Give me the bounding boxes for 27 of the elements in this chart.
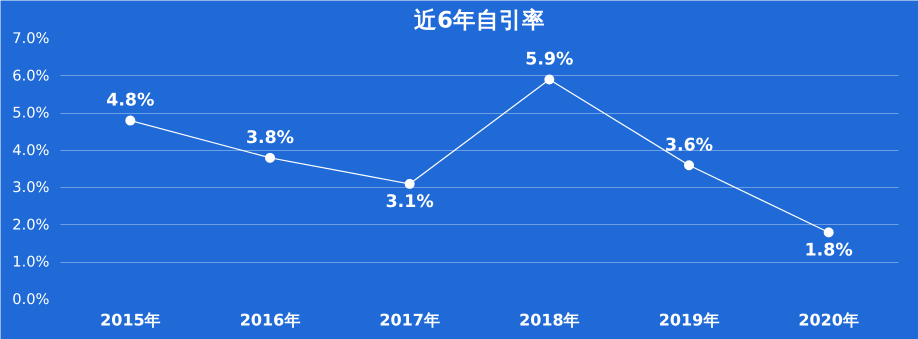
data-label: 3.8% <box>246 128 294 148</box>
point <box>544 74 554 85</box>
y-tick-label: 6.0% <box>12 67 50 84</box>
data-label: 1.8% <box>804 240 853 260</box>
y-tick-label: 2.0% <box>12 216 50 234</box>
point <box>125 116 136 126</box>
data-label: 5.9% <box>525 50 574 70</box>
x-tick-label: 2017年 <box>379 310 440 330</box>
y-tick-label: 4.0% <box>12 142 50 159</box>
x-tick-label: 2018年 <box>519 310 580 330</box>
x-tick-label: 2015年 <box>100 310 161 330</box>
data-label: 4.8% <box>106 90 154 111</box>
data-label: 3.1% <box>386 192 434 212</box>
x-tick-label: 2020年 <box>798 310 859 330</box>
y-tick-label: 1.0% <box>12 254 50 271</box>
x-tick-label: 2019年 <box>658 310 720 330</box>
point <box>404 178 415 189</box>
point <box>265 152 275 163</box>
y-tick-label: 0.0% <box>12 291 50 308</box>
y-tick-label: 7.0% <box>12 30 50 47</box>
y-tick-label: 3.0% <box>12 179 50 196</box>
point <box>824 227 834 238</box>
chart-title: 近6年自引率 <box>413 6 545 34</box>
x-tick-label: 2016年 <box>240 310 300 330</box>
point <box>684 160 694 170</box>
data-label: 3.6% <box>664 135 714 156</box>
y-tick-label: 5.0% <box>12 104 50 122</box>
